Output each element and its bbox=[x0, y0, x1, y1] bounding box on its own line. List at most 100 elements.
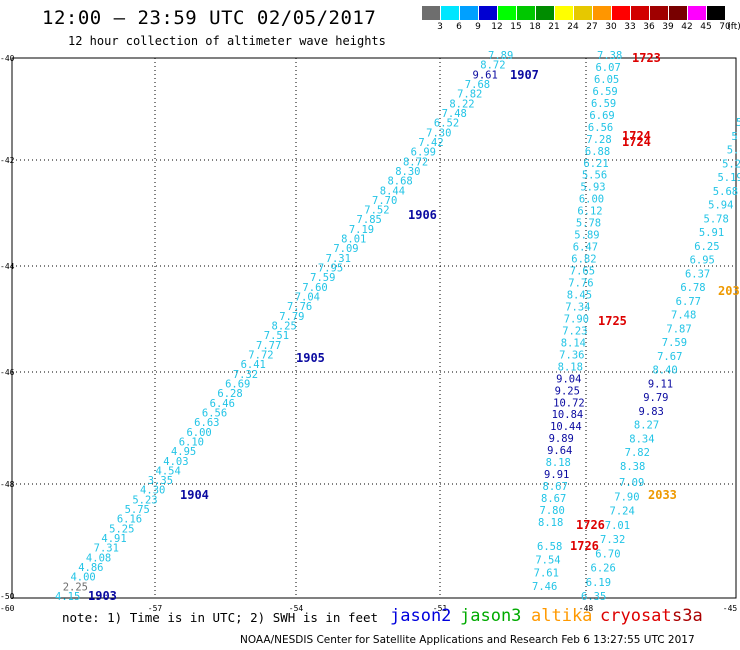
pass-time-label: 1724 bbox=[622, 135, 651, 149]
wave-height-value: 7.87 bbox=[666, 323, 691, 335]
scale-swatch bbox=[479, 6, 497, 20]
scale-swatch bbox=[460, 6, 478, 20]
scale-label: 12 bbox=[491, 22, 503, 32]
wave-height-value: 4.86 bbox=[78, 562, 103, 574]
satellite-legend-item: cryosat bbox=[600, 606, 672, 626]
wave-height-value: 2.25 bbox=[63, 581, 88, 593]
wave-height-value: 8.67 bbox=[541, 493, 566, 505]
wave-height-value: 6.47 bbox=[573, 242, 598, 254]
wave-height-value: 7.54 bbox=[535, 554, 560, 566]
wave-height-value: 5.56 bbox=[582, 170, 607, 182]
wave-height-value: 7.72 bbox=[248, 349, 273, 361]
scale-label: 3 bbox=[437, 22, 443, 32]
wave-height-value: 7.80 bbox=[540, 505, 565, 517]
wave-height-value: 8.40 bbox=[652, 365, 677, 377]
wave-height-value: 8.45 bbox=[567, 289, 592, 301]
pass-time-label: 1903 bbox=[88, 589, 117, 603]
wave-height-value: 6.59 bbox=[592, 86, 617, 98]
scale-swatch bbox=[441, 6, 459, 20]
wave-height-value: 6.70 bbox=[595, 548, 620, 560]
wave-height-value: 6.52 bbox=[434, 118, 459, 130]
wave-height-value: 6.56 bbox=[588, 122, 613, 134]
wave-height-value: 7.48 bbox=[671, 310, 696, 322]
wave-height-value: 7.79 bbox=[279, 311, 304, 323]
wave-height-value: 5.23 bbox=[132, 494, 157, 506]
wave-height-value: 7.68 bbox=[465, 79, 490, 91]
wave-height-value: 7.31 bbox=[326, 253, 351, 265]
scale-label: 24 bbox=[567, 22, 579, 32]
wave-height-value: 7.23 bbox=[562, 325, 587, 337]
wave-height-value: 4.54 bbox=[156, 465, 181, 477]
wave-height-value: 5.68 bbox=[713, 186, 738, 198]
scale-swatch bbox=[574, 6, 592, 20]
wave-height-value: 10.84 bbox=[552, 409, 584, 421]
wave-height-value: 7.70 bbox=[372, 195, 397, 207]
scale-swatch bbox=[631, 6, 649, 20]
scale-swatch bbox=[422, 6, 440, 20]
scale-label: 21 bbox=[548, 22, 560, 32]
wave-height-value: 7.28 bbox=[586, 134, 611, 146]
wave-height-value: 6.41 bbox=[241, 359, 266, 371]
lon-tick-label: -51 bbox=[433, 604, 448, 613]
wave-height-value: 9.04 bbox=[556, 373, 581, 385]
wave-height-value: 6.07 bbox=[595, 62, 620, 74]
wave-height-value: 9.61 bbox=[473, 69, 498, 81]
wave-height-value: 8.01 bbox=[341, 234, 366, 246]
wave-height-value: 5.89 bbox=[574, 230, 599, 242]
wave-height-value: 6.00 bbox=[186, 427, 211, 439]
lat-tick-label: -46 bbox=[0, 368, 15, 377]
pass-time-label: 1907 bbox=[510, 68, 539, 82]
wave-height-value: 8.18 bbox=[546, 457, 571, 469]
wave-height-value: 6.26 bbox=[591, 563, 616, 575]
scale-label: 9 bbox=[475, 22, 481, 32]
wave-height-value: 5.75 bbox=[125, 504, 150, 516]
wave-height-value: 6.95 bbox=[690, 255, 715, 267]
wave-height-value: 9.83 bbox=[639, 406, 664, 418]
pass-time-label: 1726 bbox=[570, 539, 599, 553]
wave-height-value: 9.11 bbox=[648, 378, 673, 390]
wave-height-value: 7.82 bbox=[457, 89, 482, 101]
wave-height-value: 7.59 bbox=[310, 272, 335, 284]
wave-height-value: 7.90 bbox=[614, 491, 639, 503]
scale-label: 45 bbox=[700, 22, 712, 32]
wave-height-value: 7.76 bbox=[287, 301, 312, 313]
wave-height-value: 6.37 bbox=[685, 268, 710, 280]
footer-note: note: 1) Time is in UTC; 2) SWH is in fe… bbox=[62, 610, 379, 625]
wave-height-value: 9.91 bbox=[544, 469, 569, 481]
wave-height-value: 8.34 bbox=[629, 433, 654, 445]
scale-swatch bbox=[555, 6, 573, 20]
wave-height-value: 4.08 bbox=[86, 552, 111, 564]
scale-swatch bbox=[688, 6, 706, 20]
wave-height-value: 8.25 bbox=[272, 321, 297, 333]
wave-height-value: 6.19 bbox=[586, 577, 611, 589]
lat-tick-label: -48 bbox=[0, 480, 15, 489]
scale-label: 33 bbox=[624, 22, 636, 32]
map-frame bbox=[11, 57, 737, 599]
wave-height-value: 5.4 bbox=[727, 145, 740, 157]
wave-height-value: 6.99 bbox=[411, 147, 436, 159]
lat-tick-label: -42 bbox=[0, 156, 15, 165]
wave-height-value: 7.24 bbox=[610, 506, 635, 518]
pass-time-label: 1723 bbox=[632, 51, 661, 65]
wave-height-value: 3.35 bbox=[148, 475, 173, 487]
map-subtitle: 12 hour collection of altimeter wave hei… bbox=[68, 34, 386, 48]
wave-height-value: 6.56 bbox=[202, 407, 227, 419]
wave-height-value: 7.82 bbox=[625, 447, 650, 459]
wave-height-value: 7.38 bbox=[597, 50, 622, 62]
scale-label: 42 bbox=[681, 22, 693, 32]
wave-height-value: 5.93 bbox=[580, 182, 605, 194]
pass-time-label: 1726 bbox=[576, 518, 605, 532]
wave-height-value: 8.18 bbox=[538, 517, 563, 529]
lon-tick-label: -48 bbox=[579, 604, 594, 613]
wave-height-value: 6.21 bbox=[583, 158, 608, 170]
wave-height-value: 6.12 bbox=[577, 206, 602, 218]
scale-swatch bbox=[593, 6, 611, 20]
wave-height-value: 7.48 bbox=[442, 108, 467, 120]
wave-height-value: 6.78 bbox=[680, 282, 705, 294]
wave-height-value: 8.27 bbox=[634, 420, 659, 432]
pass-time-label: 2033 bbox=[718, 284, 740, 298]
pass-time-label: 1906 bbox=[408, 208, 437, 222]
wave-height-value: 6.00 bbox=[579, 194, 604, 206]
wave-height-value: 6.77 bbox=[676, 296, 701, 308]
wave-height-value: 6.10 bbox=[179, 436, 204, 448]
